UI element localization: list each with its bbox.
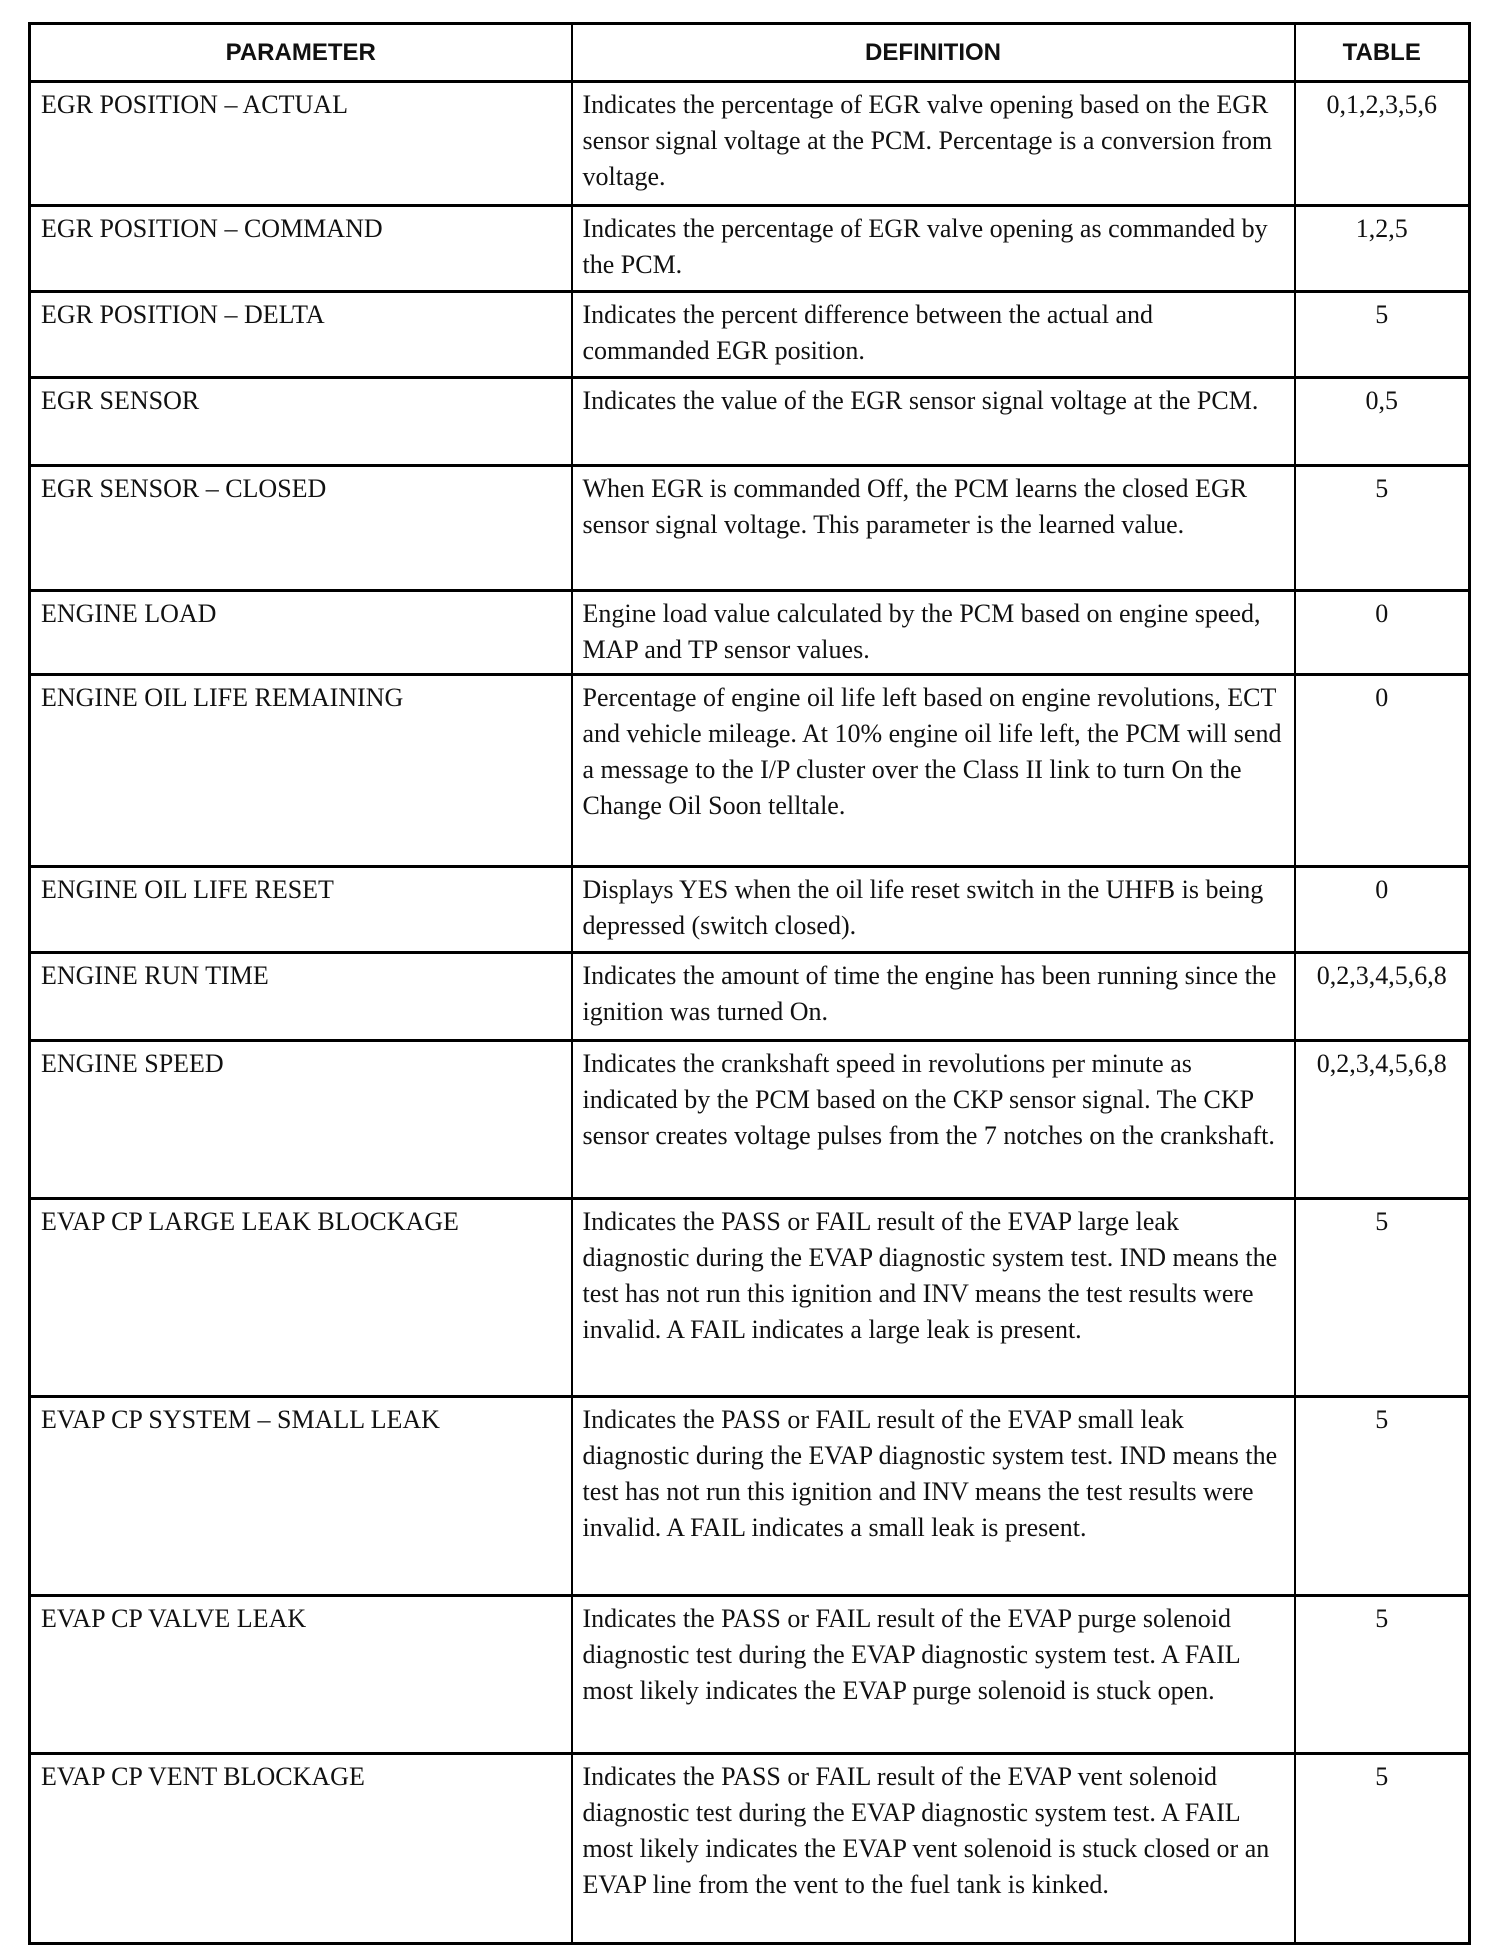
table-ref-cell: 0 xyxy=(1293,673,1471,868)
header-parameter: PARAMETER xyxy=(28,22,573,83)
table-row: EGR SENSOR – CLOSED When EGR is commanded… xyxy=(28,464,1471,592)
table-ref-cell: 5 xyxy=(1293,290,1471,379)
definition-cell: Percentage of engine oil life left based… xyxy=(570,673,1296,868)
parameter-cell: EVAP CP VENT BLOCKAGE xyxy=(28,1752,573,1945)
header-definition: DEFINITION xyxy=(570,22,1296,83)
table-row: ENGINE OIL LIFE RESET Displays YES when t… xyxy=(28,865,1471,954)
table-ref-cell: 0,5 xyxy=(1293,376,1471,467)
table-row: ENGINE LOAD Engine load value calculated … xyxy=(28,589,1471,676)
definition-cell: Indicates the crankshaft speed in revolu… xyxy=(570,1039,1296,1200)
parameter-cell: EGR SENSOR – CLOSED xyxy=(28,464,573,592)
table-row: ENGINE SPEED Indicates the crankshaft spe… xyxy=(28,1039,1471,1200)
parameter-cell: ENGINE OIL LIFE REMAINING xyxy=(28,673,573,868)
parameter-cell: EGR POSITION – DELTA xyxy=(28,290,573,379)
parameter-cell: EGR POSITION – COMMAND xyxy=(28,204,573,293)
definition-cell: Indicates the PASS or FAIL result of the… xyxy=(570,1594,1296,1755)
definition-cell: Engine load value calculated by the PCM … xyxy=(570,589,1296,676)
parameter-cell: EVAP CP SYSTEM – SMALL LEAK xyxy=(28,1395,573,1597)
table-ref-cell: 0 xyxy=(1293,865,1471,954)
table-ref-cell: 5 xyxy=(1293,1197,1471,1398)
table-ref-cell: 5 xyxy=(1293,1395,1471,1597)
definition-cell: Displays YES when the oil life reset swi… xyxy=(570,865,1296,954)
table-row: EGR POSITION – ACTUAL Indicates the perce… xyxy=(28,80,1471,207)
definition-cell: Indicates the amount of time the engine … xyxy=(570,951,1296,1042)
parameter-table: PARAMETER DEFINITION TABLE EGR POSITION … xyxy=(28,22,1471,1945)
definition-cell: Indicates the percent difference between… xyxy=(570,290,1296,379)
parameter-cell: EVAP CP LARGE LEAK BLOCKAGE xyxy=(28,1197,573,1398)
table-row: EVAP CP VENT BLOCKAGE Indicates the PASS … xyxy=(28,1752,1471,1945)
header-table: TABLE xyxy=(1293,22,1471,83)
table-row: EVAP CP LARGE LEAK BLOCKAGE Indicates the… xyxy=(28,1197,1471,1398)
parameter-cell: ENGINE SPEED xyxy=(28,1039,573,1200)
table-row: EVAP CP SYSTEM – SMALL LEAK Indicates the… xyxy=(28,1395,1471,1597)
table-row: EGR SENSOR Indicates the value of the EGR… xyxy=(28,376,1471,467)
table-row: EGR POSITION – DELTA Indicates the percen… xyxy=(28,290,1471,379)
table-row: EVAP CP VALVE LEAK Indicates the PASS or … xyxy=(28,1594,1471,1755)
parameter-cell: ENGINE RUN TIME xyxy=(28,951,573,1042)
parameter-cell: ENGINE LOAD xyxy=(28,589,573,676)
table-row: ENGINE RUN TIME Indicates the amount of t… xyxy=(28,951,1471,1042)
table-ref-cell: 0,2,3,4,5,6,8 xyxy=(1293,951,1471,1042)
definition-cell: Indicates the percentage of EGR valve op… xyxy=(570,80,1296,207)
table-ref-cell: 5 xyxy=(1293,1594,1471,1755)
table-ref-cell: 0,2,3,4,5,6,8 xyxy=(1293,1039,1471,1200)
table-ref-cell: 0 xyxy=(1293,589,1471,676)
table-ref-cell: 0,1,2,3,5,6 xyxy=(1293,80,1471,207)
parameter-cell: ENGINE OIL LIFE RESET xyxy=(28,865,573,954)
parameter-cell: EGR SENSOR xyxy=(28,376,573,467)
table-row: ENGINE OIL LIFE REMAINING Percentage of e… xyxy=(28,673,1471,868)
parameter-cell: EVAP CP VALVE LEAK xyxy=(28,1594,573,1755)
table-ref-cell: 1,2,5 xyxy=(1293,204,1471,293)
header-row: PARAMETER DEFINITION TABLE xyxy=(28,22,1471,83)
table-row: EGR POSITION – COMMAND Indicates the perc… xyxy=(28,204,1471,293)
table-ref-cell: 5 xyxy=(1293,464,1471,592)
definition-cell: When EGR is commanded Off, the PCM learn… xyxy=(570,464,1296,592)
definition-cell: Indicates the PASS or FAIL result of the… xyxy=(570,1197,1296,1398)
definition-cell: Indicates the percentage of EGR valve op… xyxy=(570,204,1296,293)
definition-cell: Indicates the PASS or FAIL result of the… xyxy=(570,1752,1296,1945)
definition-cell: Indicates the value of the EGR sensor si… xyxy=(570,376,1296,467)
table-ref-cell: 5 xyxy=(1293,1752,1471,1945)
definition-cell: Indicates the PASS or FAIL result of the… xyxy=(570,1395,1296,1597)
parameter-cell: EGR POSITION – ACTUAL xyxy=(28,80,573,207)
